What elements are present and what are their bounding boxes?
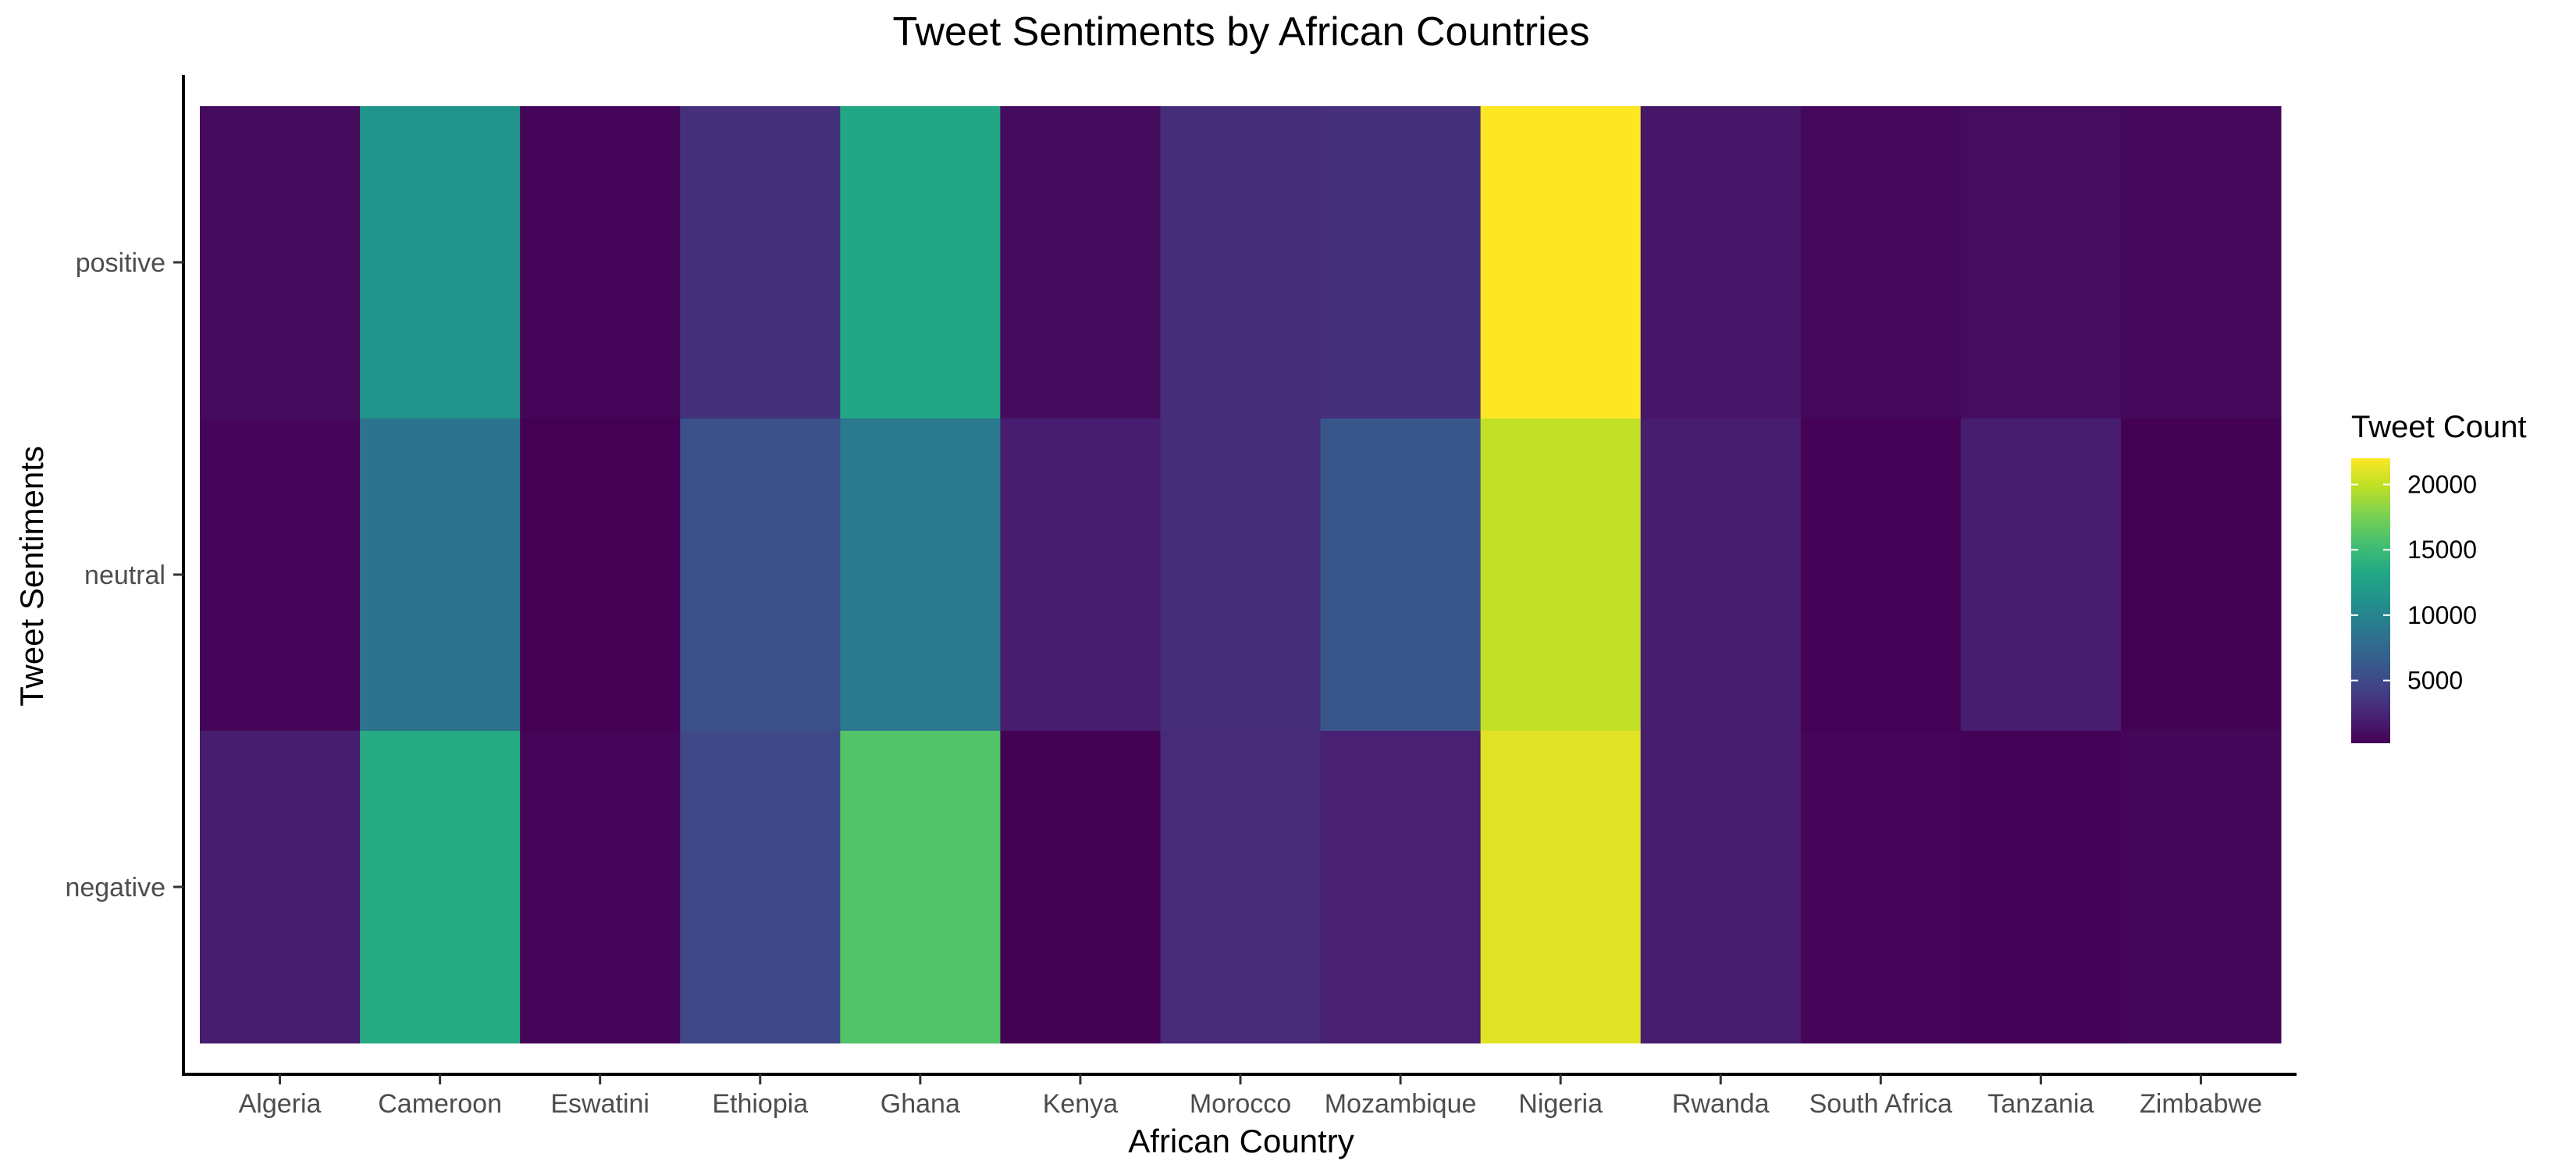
heatmap-cell-tanzania-neutral xyxy=(1960,418,2122,732)
heatmap-cell-algeria-positive xyxy=(200,106,361,419)
heatmap-cell-ethiopia-negative xyxy=(680,731,841,1044)
heatmap-cell-ghana-positive xyxy=(840,106,1001,419)
x-tick-label: Cameroon xyxy=(378,1089,502,1119)
heatmap-cell-cameroon-positive xyxy=(360,106,521,419)
y-axis-title: Tweet Sentiments xyxy=(13,446,50,707)
chart-title: Tweet Sentiments by African Countries xyxy=(892,9,1589,55)
x-tick-label: Eswatini xyxy=(550,1089,649,1119)
heatmap-cell-morocco-negative xyxy=(1160,731,1322,1044)
x-tick-label: South Africa xyxy=(1809,1089,1952,1119)
heatmap-cell-algeria-neutral xyxy=(200,418,361,732)
heatmap-cell-cameroon-negative xyxy=(360,731,521,1044)
heatmap-cell-eswatini-neutral xyxy=(520,418,681,732)
y-tick-labels: positive neutral negative xyxy=(65,248,183,903)
legend-colorbar xyxy=(2351,458,2390,743)
heatmap-cell-morocco-positive xyxy=(1160,106,1322,419)
heatmap-cell-south-africa-positive xyxy=(1800,106,1962,419)
x-tick-label: Zimbabwe xyxy=(2140,1089,2262,1119)
legend-tick-label: 5000 xyxy=(2407,667,2463,695)
heatmap-cell-kenya-negative xyxy=(1000,731,1161,1044)
x-tick-label: Mozambique xyxy=(1325,1089,1477,1119)
heatmap-cell-ghana-negative xyxy=(840,731,1001,1044)
heatmap-cell-south-africa-neutral xyxy=(1800,418,1962,732)
legend-ticks: 5000 10000 15000 20000 xyxy=(2351,470,2477,695)
heatmap-cell-eswatini-positive xyxy=(520,106,681,419)
heatmap-cell-rwanda-neutral xyxy=(1640,418,1802,732)
heatmap-cell-nigeria-positive xyxy=(1480,106,1642,419)
heatmap-cell-mozambique-negative xyxy=(1320,731,1482,1044)
heatmap-cell-zimbabwe-positive xyxy=(2120,106,2282,419)
y-tick-label: negative xyxy=(65,873,165,903)
heatmap-cell-tanzania-negative xyxy=(1960,731,2122,1044)
x-tick-label: Tanzania xyxy=(1987,1089,2094,1119)
heatmap-cell-cameroon-neutral xyxy=(360,418,521,732)
x-axis-title: African Country xyxy=(1128,1123,1354,1159)
x-tick-label: Algeria xyxy=(239,1089,322,1119)
heatmap-cell-south-africa-negative xyxy=(1800,731,1962,1044)
legend-title: Tweet Count xyxy=(2351,410,2527,444)
heatmap-cell-kenya-neutral xyxy=(1000,418,1161,732)
x-tick-label: Nigeria xyxy=(1518,1089,1603,1119)
heatmap-cell-ghana-neutral xyxy=(840,418,1001,732)
x-tick-label: Morocco xyxy=(1190,1089,1291,1119)
heatmap-cell-morocco-neutral xyxy=(1160,418,1322,732)
heatmap-cell-mozambique-positive xyxy=(1320,106,1482,419)
heatmap-cell-nigeria-negative xyxy=(1480,731,1642,1044)
heatmap-cell-kenya-positive xyxy=(1000,106,1161,419)
color-legend: Tweet Count 5000 10000 15000 20000 xyxy=(2351,410,2527,743)
heatmap-cell-tanzania-positive xyxy=(1960,106,2122,419)
heatmap-cell-ethiopia-positive xyxy=(680,106,841,419)
heatmap-cell-zimbabwe-neutral xyxy=(2120,418,2282,732)
y-tick-label: neutral xyxy=(84,561,165,590)
heatmap-cell-eswatini-negative xyxy=(520,731,681,1044)
heatmap-cell-algeria-negative xyxy=(200,731,361,1044)
y-tick-label: positive xyxy=(76,248,165,278)
legend-tick-label: 10000 xyxy=(2407,601,2477,629)
heatmap-cells xyxy=(200,106,2282,1044)
x-tick-labels: Algeria Cameroon Eswatini Ethiopia Ghana Keny… xyxy=(239,1074,2262,1119)
legend-tick-label: 15000 xyxy=(2407,536,2477,564)
heatmap-cell-ethiopia-neutral xyxy=(680,418,841,732)
x-tick-label: Ethiopia xyxy=(712,1089,808,1119)
x-tick-label: Ghana xyxy=(881,1089,960,1119)
x-tick-label: Kenya xyxy=(1043,1089,1118,1119)
x-tick-label: Rwanda xyxy=(1672,1089,1770,1119)
legend-tick-label: 20000 xyxy=(2407,470,2477,498)
heatmap-cell-zimbabwe-negative xyxy=(2120,731,2282,1044)
heatmap-cell-rwanda-positive xyxy=(1640,106,1802,419)
heatmap-cell-nigeria-neutral xyxy=(1480,418,1642,732)
heatmap-cell-rwanda-negative xyxy=(1640,731,1802,1044)
heatmap-cell-mozambique-neutral xyxy=(1320,418,1482,732)
